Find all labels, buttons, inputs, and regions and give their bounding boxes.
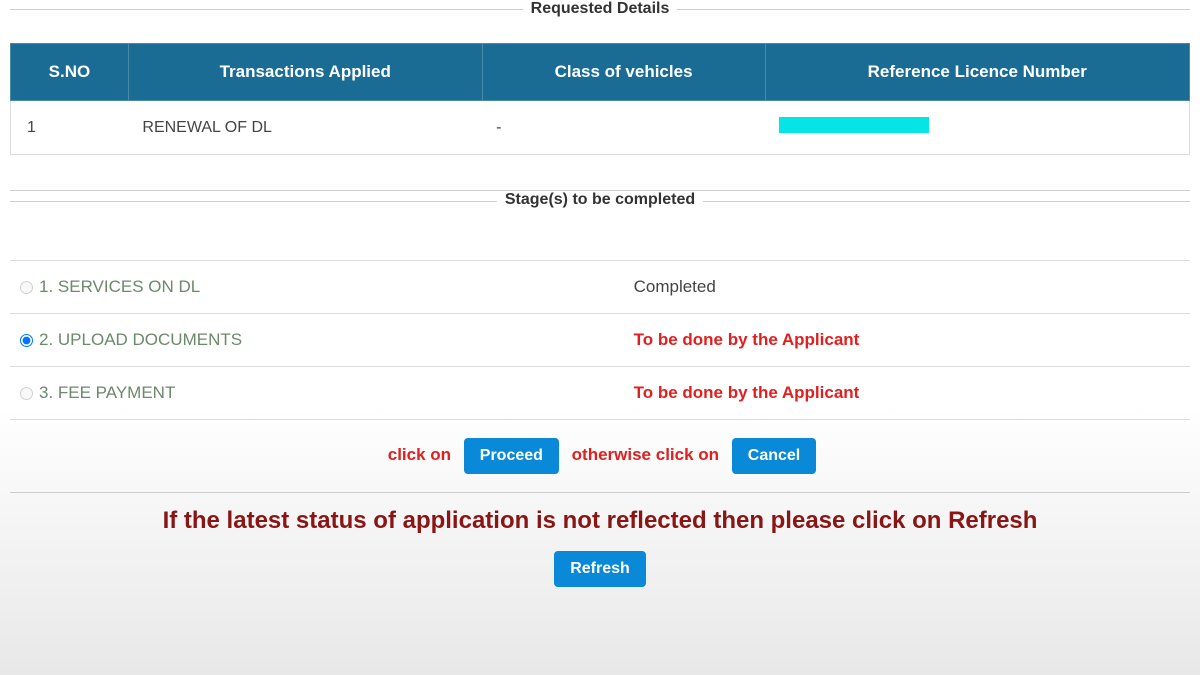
refresh-button[interactable]: Refresh bbox=[554, 551, 646, 587]
stage-label-text: 3. FEE PAYMENT bbox=[39, 383, 175, 402]
table-row: 1 RENEWAL OF DL - bbox=[11, 101, 1190, 155]
requested-details-legend: Requested Details bbox=[523, 0, 678, 18]
stage-cell-status: To be done by the Applicant bbox=[624, 314, 1190, 367]
stages-table: 1. SERVICES ON DL Completed 2. UPLOAD DOCU… bbox=[10, 260, 1190, 419]
stage-row: 2. UPLOAD DOCUMENTS To be done by the App… bbox=[10, 314, 1190, 367]
stage-radio[interactable] bbox=[20, 387, 33, 400]
stage-radio[interactable] bbox=[20, 334, 33, 347]
cell-class: - bbox=[482, 101, 765, 155]
stage-cell-status: To be done by the Applicant bbox=[624, 367, 1190, 420]
action-row: click on Proceed otherwise click on Canc… bbox=[10, 419, 1190, 492]
stage-label-text: 1. SERVICES ON DL bbox=[39, 277, 200, 296]
refresh-section: If the latest status of application is n… bbox=[10, 492, 1190, 587]
cell-transaction: RENEWAL OF DL bbox=[128, 101, 482, 155]
stage-status-text: Completed bbox=[634, 277, 716, 296]
col-ref-licence: Reference Licence Number bbox=[765, 44, 1189, 101]
stage-status-text: To be done by the Applicant bbox=[634, 383, 860, 402]
cell-sno: 1 bbox=[11, 101, 129, 155]
col-transactions: Transactions Applied bbox=[128, 44, 482, 101]
cell-ref bbox=[765, 101, 1189, 155]
requested-details-section: Requested Details S.NO Transactions Appl… bbox=[10, 0, 1190, 180]
stage-radio[interactable] bbox=[20, 281, 33, 294]
stage-cell-status: Completed bbox=[624, 261, 1190, 314]
stage-cell-label: 2. UPLOAD DOCUMENTS bbox=[10, 314, 624, 367]
refresh-message: If the latest status of application is n… bbox=[10, 507, 1190, 535]
stages-legend: Stage(s) to be completed bbox=[497, 191, 703, 209]
click-on-text: click on bbox=[388, 445, 451, 464]
stage-row: 3. FEE PAYMENT To be done by the Applican… bbox=[10, 367, 1190, 420]
requested-details-table: S.NO Transactions Applied Class of vehic… bbox=[10, 43, 1190, 155]
stage-cell-label: 1. SERVICES ON DL bbox=[10, 261, 624, 314]
stage-row: 1. SERVICES ON DL Completed bbox=[10, 261, 1190, 314]
stage-label-text: 2. UPLOAD DOCUMENTS bbox=[39, 330, 242, 349]
cancel-button[interactable]: Cancel bbox=[732, 438, 816, 474]
proceed-button[interactable]: Proceed bbox=[464, 438, 559, 474]
stage-cell-label: 3. FEE PAYMENT bbox=[10, 367, 624, 420]
col-sno: S.NO bbox=[11, 44, 129, 101]
stage-status-text: To be done by the Applicant bbox=[634, 330, 860, 349]
stages-section: Stage(s) to be completed 1. SERVICES ON … bbox=[10, 201, 1190, 587]
otherwise-text: otherwise click on bbox=[572, 445, 719, 464]
col-class: Class of vehicles bbox=[482, 44, 765, 101]
table-header-row: S.NO Transactions Applied Class of vehic… bbox=[11, 44, 1190, 101]
redacted-ref-number bbox=[779, 117, 929, 133]
